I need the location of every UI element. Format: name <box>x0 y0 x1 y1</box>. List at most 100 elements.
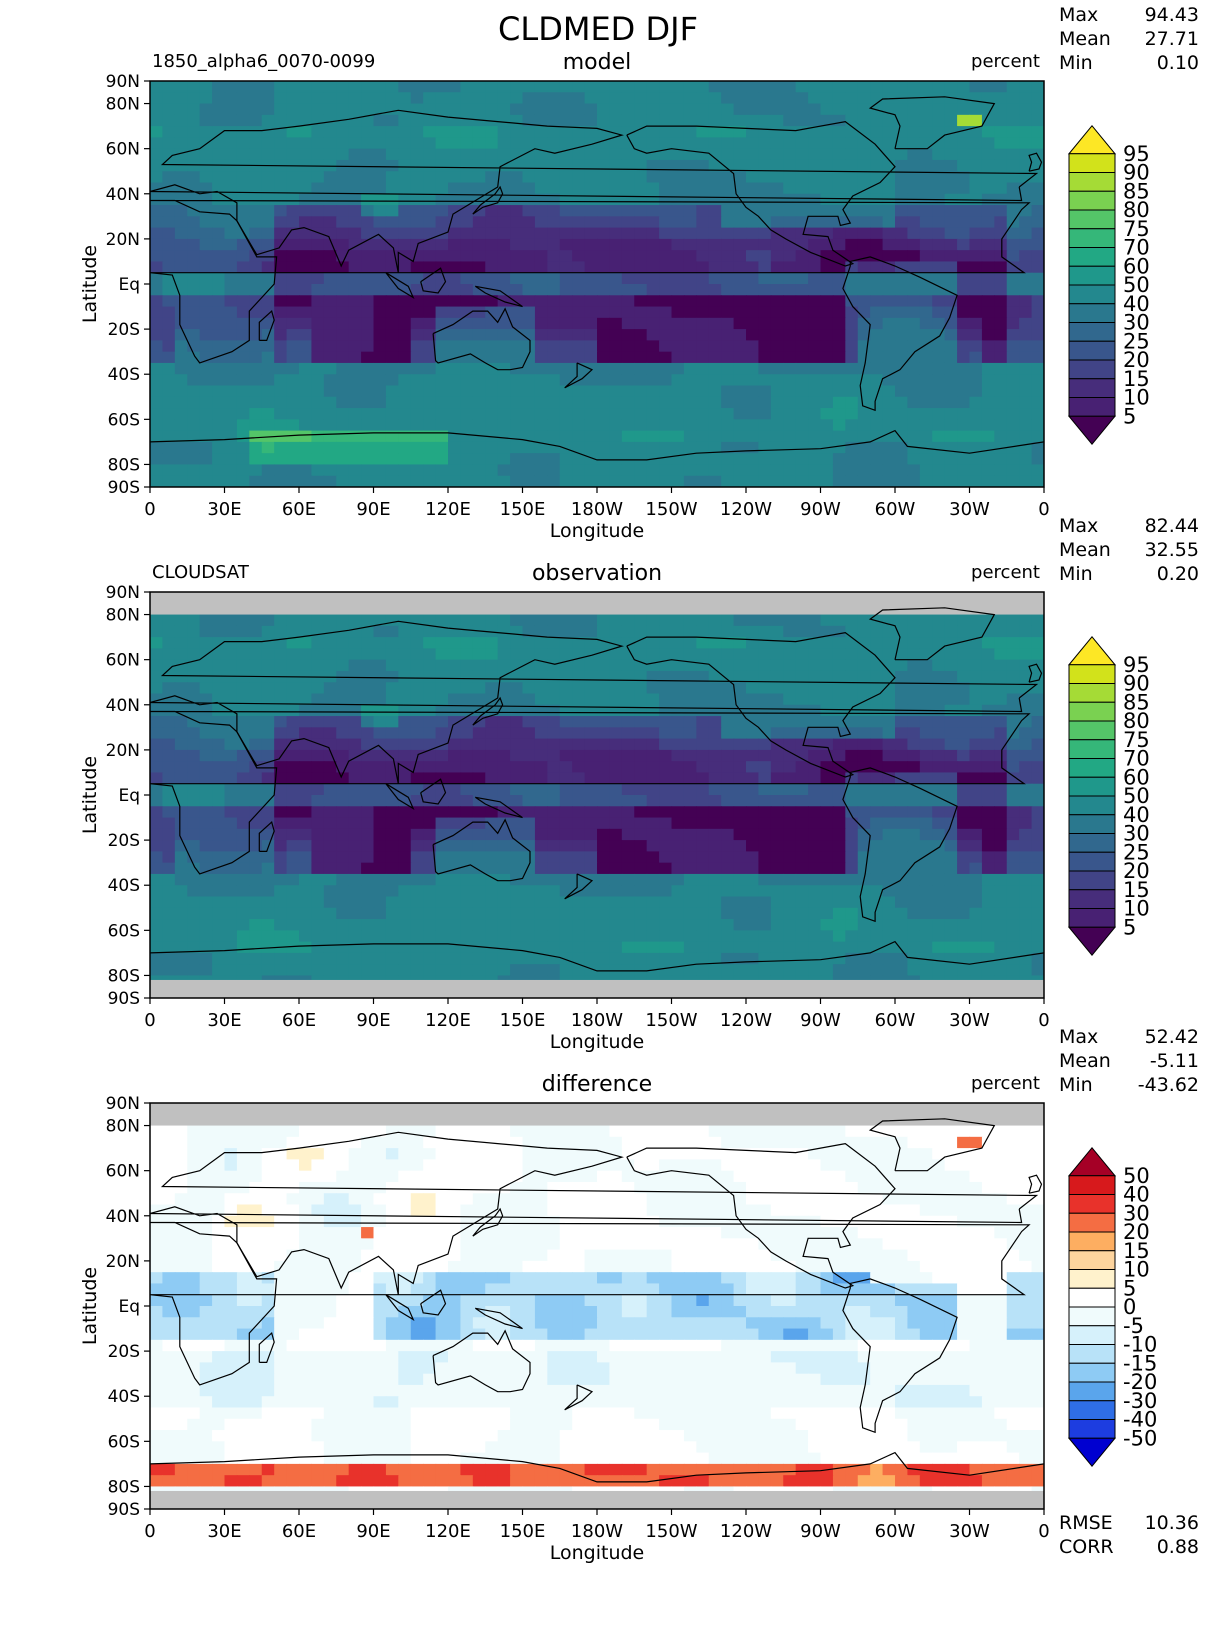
field-cell <box>323 362 337 375</box>
field-cell <box>621 761 635 774</box>
field-cell <box>969 783 983 796</box>
field-cell <box>808 885 822 898</box>
field-cell <box>472 159 486 172</box>
field-cell <box>460 103 474 116</box>
field-cell <box>733 885 747 898</box>
field-cell <box>870 182 884 195</box>
field-cell <box>162 295 176 308</box>
field-cell <box>721 806 735 819</box>
field-cell <box>845 625 859 638</box>
field-cell <box>323 930 337 943</box>
field-cell <box>150 250 164 263</box>
field-cell <box>758 682 772 695</box>
field-cell <box>249 137 263 150</box>
field-cell <box>708 351 722 364</box>
field-cell <box>708 453 722 466</box>
field-cell <box>671 919 685 931</box>
field-cell <box>1006 250 1020 263</box>
field-cell <box>323 795 337 807</box>
field-cell <box>460 430 474 443</box>
field-cell <box>957 81 971 93</box>
field-cell <box>286 216 300 229</box>
field-cell <box>671 795 685 807</box>
field-cell <box>435 907 449 920</box>
field-cell <box>212 250 226 263</box>
x-tick-label: 90E <box>356 499 390 520</box>
field-cell <box>857 441 871 454</box>
field-cell <box>820 738 834 751</box>
field-cell <box>423 761 437 774</box>
field-cell <box>559 693 573 706</box>
field-cell <box>348 648 362 661</box>
field-cell <box>572 648 586 661</box>
field-cell <box>559 351 573 364</box>
field-cell <box>808 92 822 105</box>
field-cell <box>832 103 846 116</box>
field-cell <box>249 182 263 195</box>
field-cell <box>373 284 387 296</box>
field-cell <box>385 783 399 796</box>
field-cell <box>336 126 350 138</box>
field-cell <box>385 362 399 375</box>
field-cell <box>174 171 188 184</box>
field-cell <box>919 659 933 672</box>
field-cell <box>721 295 735 308</box>
field-cell <box>721 704 735 717</box>
field-cell <box>299 704 313 717</box>
field-cell <box>274 614 288 627</box>
field-cell <box>1006 464 1020 477</box>
field-cell <box>348 749 362 762</box>
field-cell <box>261 464 275 477</box>
field-cell <box>522 374 536 387</box>
field-cell <box>659 182 673 195</box>
field-cell <box>646 408 660 420</box>
field-cell <box>832 919 846 931</box>
field-cell <box>224 453 238 466</box>
field-cell <box>261 261 275 274</box>
field-cell <box>224 396 238 409</box>
field-cell <box>1031 227 1044 240</box>
field-cell <box>696 896 710 909</box>
field-cell <box>162 693 176 706</box>
field-cell <box>609 284 623 296</box>
field-cell <box>634 896 648 909</box>
field-cell <box>572 941 586 954</box>
field-cell <box>274 896 288 909</box>
field-cell <box>733 396 747 409</box>
field-cell <box>398 261 412 274</box>
field-cell <box>832 873 846 886</box>
field-cell <box>522 137 536 150</box>
field-cell <box>969 250 983 263</box>
field-cell <box>472 659 486 672</box>
field-cell <box>845 114 859 127</box>
field-cell <box>410 828 424 841</box>
field-cell <box>597 227 611 240</box>
field-cell <box>385 625 399 638</box>
field-cell <box>957 682 971 695</box>
field-cell <box>423 783 437 796</box>
field-cell <box>472 625 486 638</box>
field-cell <box>472 670 486 683</box>
field-cell <box>683 795 697 807</box>
field-cell <box>981 919 995 931</box>
field-cell <box>212 716 226 728</box>
field-cell <box>1019 453 1033 466</box>
field-cell <box>944 205 958 217</box>
field-cell <box>249 885 263 898</box>
field-cell <box>187 148 201 161</box>
field-cell <box>261 441 275 454</box>
field-cell <box>721 182 735 195</box>
field-cell <box>522 238 536 251</box>
field-cell <box>746 614 760 627</box>
field-cell <box>361 716 375 728</box>
field-cell <box>435 795 449 807</box>
field-cell <box>1031 385 1044 398</box>
field-cell <box>746 648 760 661</box>
field-cell <box>385 272 399 285</box>
field-cell <box>758 783 772 796</box>
field-cell <box>497 795 511 807</box>
field-cell <box>1031 408 1044 420</box>
field-cell <box>957 840 971 852</box>
field-cell <box>932 738 946 751</box>
field-cell <box>758 408 772 420</box>
